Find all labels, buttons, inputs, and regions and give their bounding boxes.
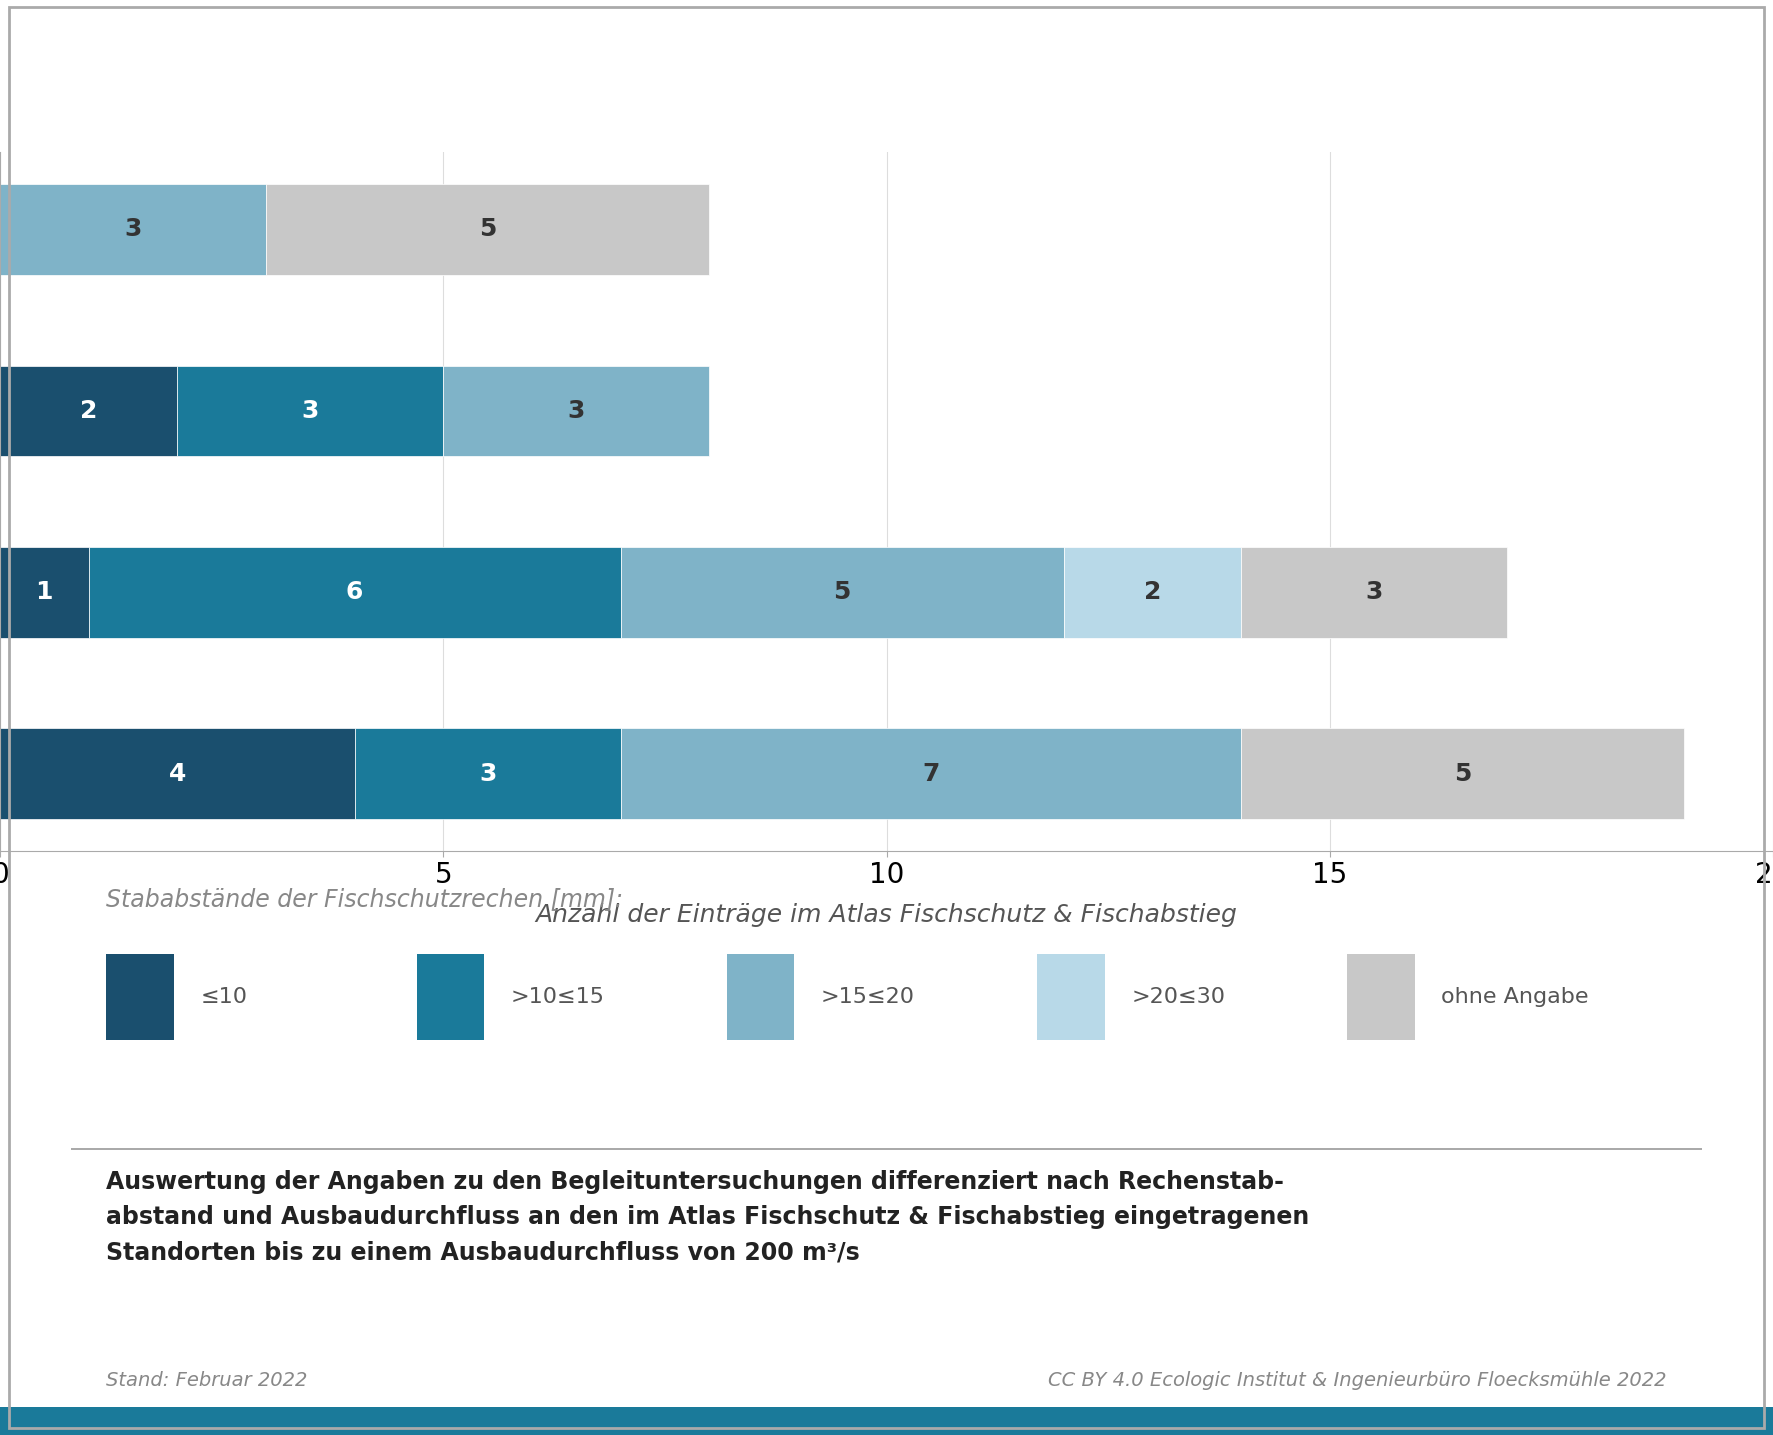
Text: CC BY 4.0 Ecologic Institut & Ingenieurbüro Floecksmühle 2022: CC BY 4.0 Ecologic Institut & Ingenieurb… xyxy=(1048,1372,1667,1391)
Text: 2: 2 xyxy=(80,399,98,423)
Text: 6: 6 xyxy=(346,580,363,604)
Text: >20≤30: >20≤30 xyxy=(1131,987,1225,1007)
Text: 3: 3 xyxy=(1365,580,1383,604)
Bar xyxy=(177,366,443,456)
Bar xyxy=(0,1408,1773,1435)
Text: 3: 3 xyxy=(479,762,496,786)
Text: 5: 5 xyxy=(1454,762,1472,786)
Bar xyxy=(89,547,621,637)
Bar xyxy=(621,729,1241,819)
Bar xyxy=(417,954,484,1040)
Bar xyxy=(621,547,1064,637)
Text: 1: 1 xyxy=(35,580,53,604)
Bar xyxy=(1064,547,1241,637)
Text: 5: 5 xyxy=(833,580,851,604)
Text: Stand: Februar 2022: Stand: Februar 2022 xyxy=(106,1372,309,1391)
Bar xyxy=(1241,547,1507,637)
Text: 3: 3 xyxy=(124,218,142,241)
Bar xyxy=(0,184,266,276)
Text: ≤10: ≤10 xyxy=(200,987,248,1007)
Text: 2: 2 xyxy=(1144,580,1161,604)
Bar xyxy=(0,547,89,637)
Text: >10≤15: >10≤15 xyxy=(511,987,605,1007)
Bar xyxy=(1347,954,1415,1040)
Text: Auswertung der Angaben zu den Begleituntersuchungen differenziert nach Rechensta: Auswertung der Angaben zu den Begleitunt… xyxy=(106,1170,1310,1264)
Text: Begleituntersuchungen im Atlas: Begleituntersuchungen im Atlas xyxy=(433,52,1340,100)
Text: 5: 5 xyxy=(479,218,496,241)
Bar xyxy=(71,1148,1702,1149)
Text: Stababstände der Fischschutzrechen [mm]:: Stababstände der Fischschutzrechen [mm]: xyxy=(106,887,624,911)
Bar xyxy=(1241,729,1684,819)
Text: ohne Angabe: ohne Angabe xyxy=(1441,987,1589,1007)
Text: 3: 3 xyxy=(301,399,319,423)
Text: 3: 3 xyxy=(567,399,585,423)
Text: 7: 7 xyxy=(922,762,940,786)
Text: 4: 4 xyxy=(168,762,186,786)
Bar xyxy=(0,729,355,819)
X-axis label: Anzahl der Einträge im Atlas Fischschutz & Fischabstieg: Anzahl der Einträge im Atlas Fischschutz… xyxy=(535,903,1238,927)
Bar xyxy=(727,954,794,1040)
Bar xyxy=(0,366,177,456)
Bar xyxy=(106,954,174,1040)
Bar xyxy=(266,184,709,276)
Bar xyxy=(355,729,621,819)
Bar xyxy=(443,366,709,456)
Text: >15≤20: >15≤20 xyxy=(821,987,915,1007)
Bar xyxy=(1037,954,1105,1040)
